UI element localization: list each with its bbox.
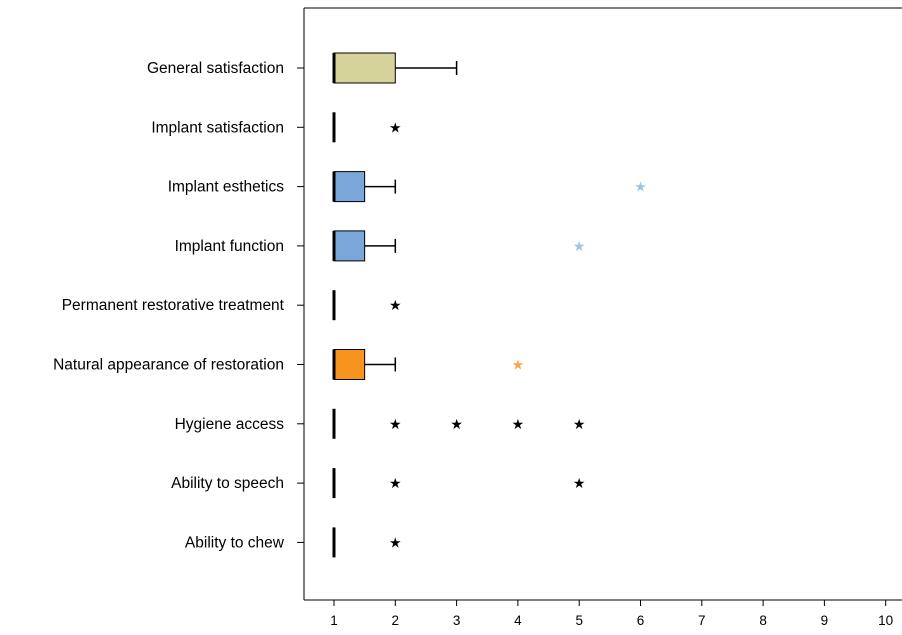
x-tick-label: 3 <box>453 613 461 628</box>
box <box>333 171 366 203</box>
extreme-value-star-icon: ★ <box>512 417 525 433</box>
labels: 1 2 3 4 5 6 7 8 9 10 General satisfaction Implant s… <box>53 60 893 628</box>
extreme-value-star-icon: ★ <box>389 476 402 492</box>
category-label: General satisfaction <box>147 60 284 77</box>
x-tick-label: 1 <box>330 613 338 628</box>
extreme-value-star-icon: ★ <box>573 239 586 255</box>
extreme-value-star-icon: ★ <box>389 120 402 136</box>
extreme-value-star-icon: ★ <box>450 417 463 433</box>
extreme-value-star-icon: ★ <box>573 417 586 433</box>
extreme-value-star-icon: ★ <box>573 476 586 492</box>
category-label: Implant esthetics <box>168 179 285 196</box>
extreme-value-star-icon: ★ <box>389 298 402 314</box>
category-label: Permanent restorative treatment <box>62 297 285 314</box>
marks: ★ ★ ★ ★ ★ ★ ★ ★ ★ ★ ★ ★ <box>332 52 647 558</box>
extreme-value-star-icon: ★ <box>389 535 402 551</box>
x-tick-label: 5 <box>575 613 583 628</box>
box <box>333 349 366 380</box>
extreme-value-star-icon: ★ <box>512 358 525 374</box>
category-label: Natural appearance of restoration <box>53 357 284 374</box>
extreme-value-star-icon: ★ <box>389 417 402 433</box>
extreme-value-star-icon: ★ <box>634 180 647 196</box>
category-label: Implant function <box>175 238 284 255</box>
category-label: Ability to speech <box>171 475 284 492</box>
category-label: Implant satisfaction <box>151 119 284 136</box>
x-tick-label: 4 <box>514 613 522 628</box>
x-tick-label: 10 <box>878 613 893 628</box>
x-tick-label: 9 <box>821 613 829 628</box>
axes <box>297 7 902 606</box>
box <box>333 230 366 262</box>
x-tick-label: 7 <box>698 613 706 628</box>
x-tick-label: 6 <box>637 613 645 628</box>
x-tick-label: 8 <box>759 613 767 628</box>
category-label: Hygiene access <box>175 416 285 433</box>
box <box>333 52 396 84</box>
category-label: Ability to chew <box>185 534 285 551</box>
x-tick-label: 2 <box>392 613 400 628</box>
